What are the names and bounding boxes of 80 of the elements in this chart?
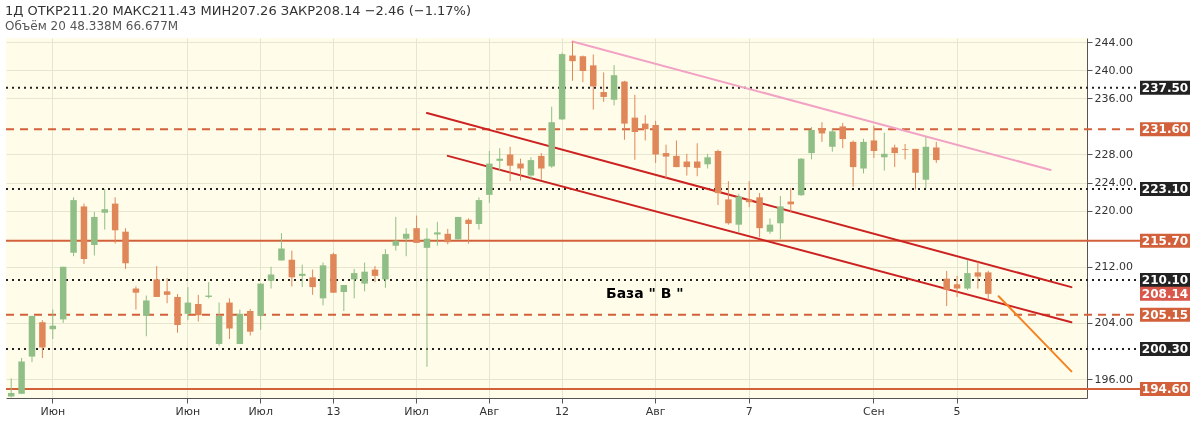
candlestick [974, 261, 982, 290]
candlestick [590, 53, 597, 111]
y-tick-label: 236.00 [1094, 91, 1133, 105]
candlestick [517, 158, 524, 181]
y-tick-label: 224.00 [1094, 176, 1133, 190]
ref-line-label: 231.60 [1141, 122, 1189, 137]
candlestick [538, 152, 545, 181]
candlestick [527, 156, 535, 181]
ref-line-label: 210.10 [1141, 273, 1189, 288]
candlestick [101, 188, 108, 231]
candlestick [912, 148, 919, 191]
candlestick [392, 216, 400, 252]
candlestick [870, 125, 878, 159]
x-tick-label: Сен [863, 404, 885, 418]
y-tick-label: 212.00 [1094, 260, 1133, 274]
x-tick-label: Июл [404, 404, 429, 418]
candlestick [163, 277, 171, 304]
x-tick-label: 13 [326, 404, 341, 418]
ref-line-label: 194.60 [1141, 381, 1189, 396]
candlestick [247, 308, 254, 337]
candlestick [340, 284, 348, 312]
ref-line-label: 237.50 [1141, 80, 1189, 95]
x-tick-label: Июн [40, 404, 66, 418]
x-tick-label: 12 [555, 404, 570, 418]
candlestick [506, 146, 514, 182]
candlestick [901, 143, 909, 160]
candlestick [153, 265, 160, 298]
candlestick [933, 141, 940, 164]
candlestick [278, 232, 285, 261]
text: 208.14 [1141, 286, 1189, 301]
ref-line-label: 223.10 [1141, 181, 1189, 196]
candlestick [725, 180, 732, 226]
candlestick [423, 227, 431, 368]
ref-line-label: 215.70 [1141, 233, 1189, 248]
x-tick-label: 5 [953, 404, 961, 418]
candlestick [465, 217, 472, 245]
candlestick [943, 270, 950, 307]
annotation: База " В " [605, 284, 684, 301]
candlestick [309, 269, 316, 296]
candlestick [766, 217, 774, 235]
x-tick-label: Июн [175, 404, 201, 418]
y-tick-label: 244.00 [1094, 35, 1133, 49]
y-tick-label: 228.00 [1094, 147, 1133, 161]
y-tick-label: 204.00 [1094, 316, 1133, 330]
candlestick [195, 294, 202, 323]
candlestick [569, 41, 576, 82]
candlestick [881, 132, 888, 172]
y-tick-label: 220.00 [1094, 204, 1133, 218]
x-tick-label: Авг [479, 404, 500, 418]
ref-line-label: 205.15 [1141, 307, 1189, 322]
candlestick [673, 139, 680, 168]
candlestick [985, 270, 992, 301]
candlestick [829, 128, 836, 153]
x-tick-label: Авг [645, 404, 666, 418]
candlestick [662, 144, 670, 179]
candlestick [777, 195, 784, 240]
chart-subtitle: Объём 20 48.338M 66.677M [5, 19, 179, 34]
candlestick [361, 262, 368, 292]
candlestick [475, 196, 483, 231]
candlestick [267, 266, 275, 290]
candlestick [413, 215, 420, 244]
candlestick [891, 144, 898, 168]
candlestick [579, 55, 587, 83]
candlestick [600, 71, 607, 103]
chart-title: 1Д ОТКР211.20 МАКС211.43 МИН207.26 ЗАКР208.14 −2.46 (−1.17%) [5, 3, 472, 19]
y-tick-label: 196.00 [1094, 372, 1133, 386]
x-tick-label: 7 [745, 404, 753, 418]
candlestick [496, 147, 503, 172]
candlestick [839, 122, 846, 149]
candlestick [953, 275, 961, 298]
candlestick [434, 221, 441, 247]
x-tick-label: Июл [248, 404, 273, 418]
candlestick [184, 286, 192, 321]
y-tick-label: 240.00 [1094, 63, 1133, 77]
candlestick [402, 227, 410, 257]
ref-line-label: 200.30 [1141, 341, 1189, 356]
candlestick [964, 259, 971, 291]
candlestick [808, 126, 815, 160]
candlestick [143, 295, 150, 337]
candlestick [745, 180, 753, 208]
